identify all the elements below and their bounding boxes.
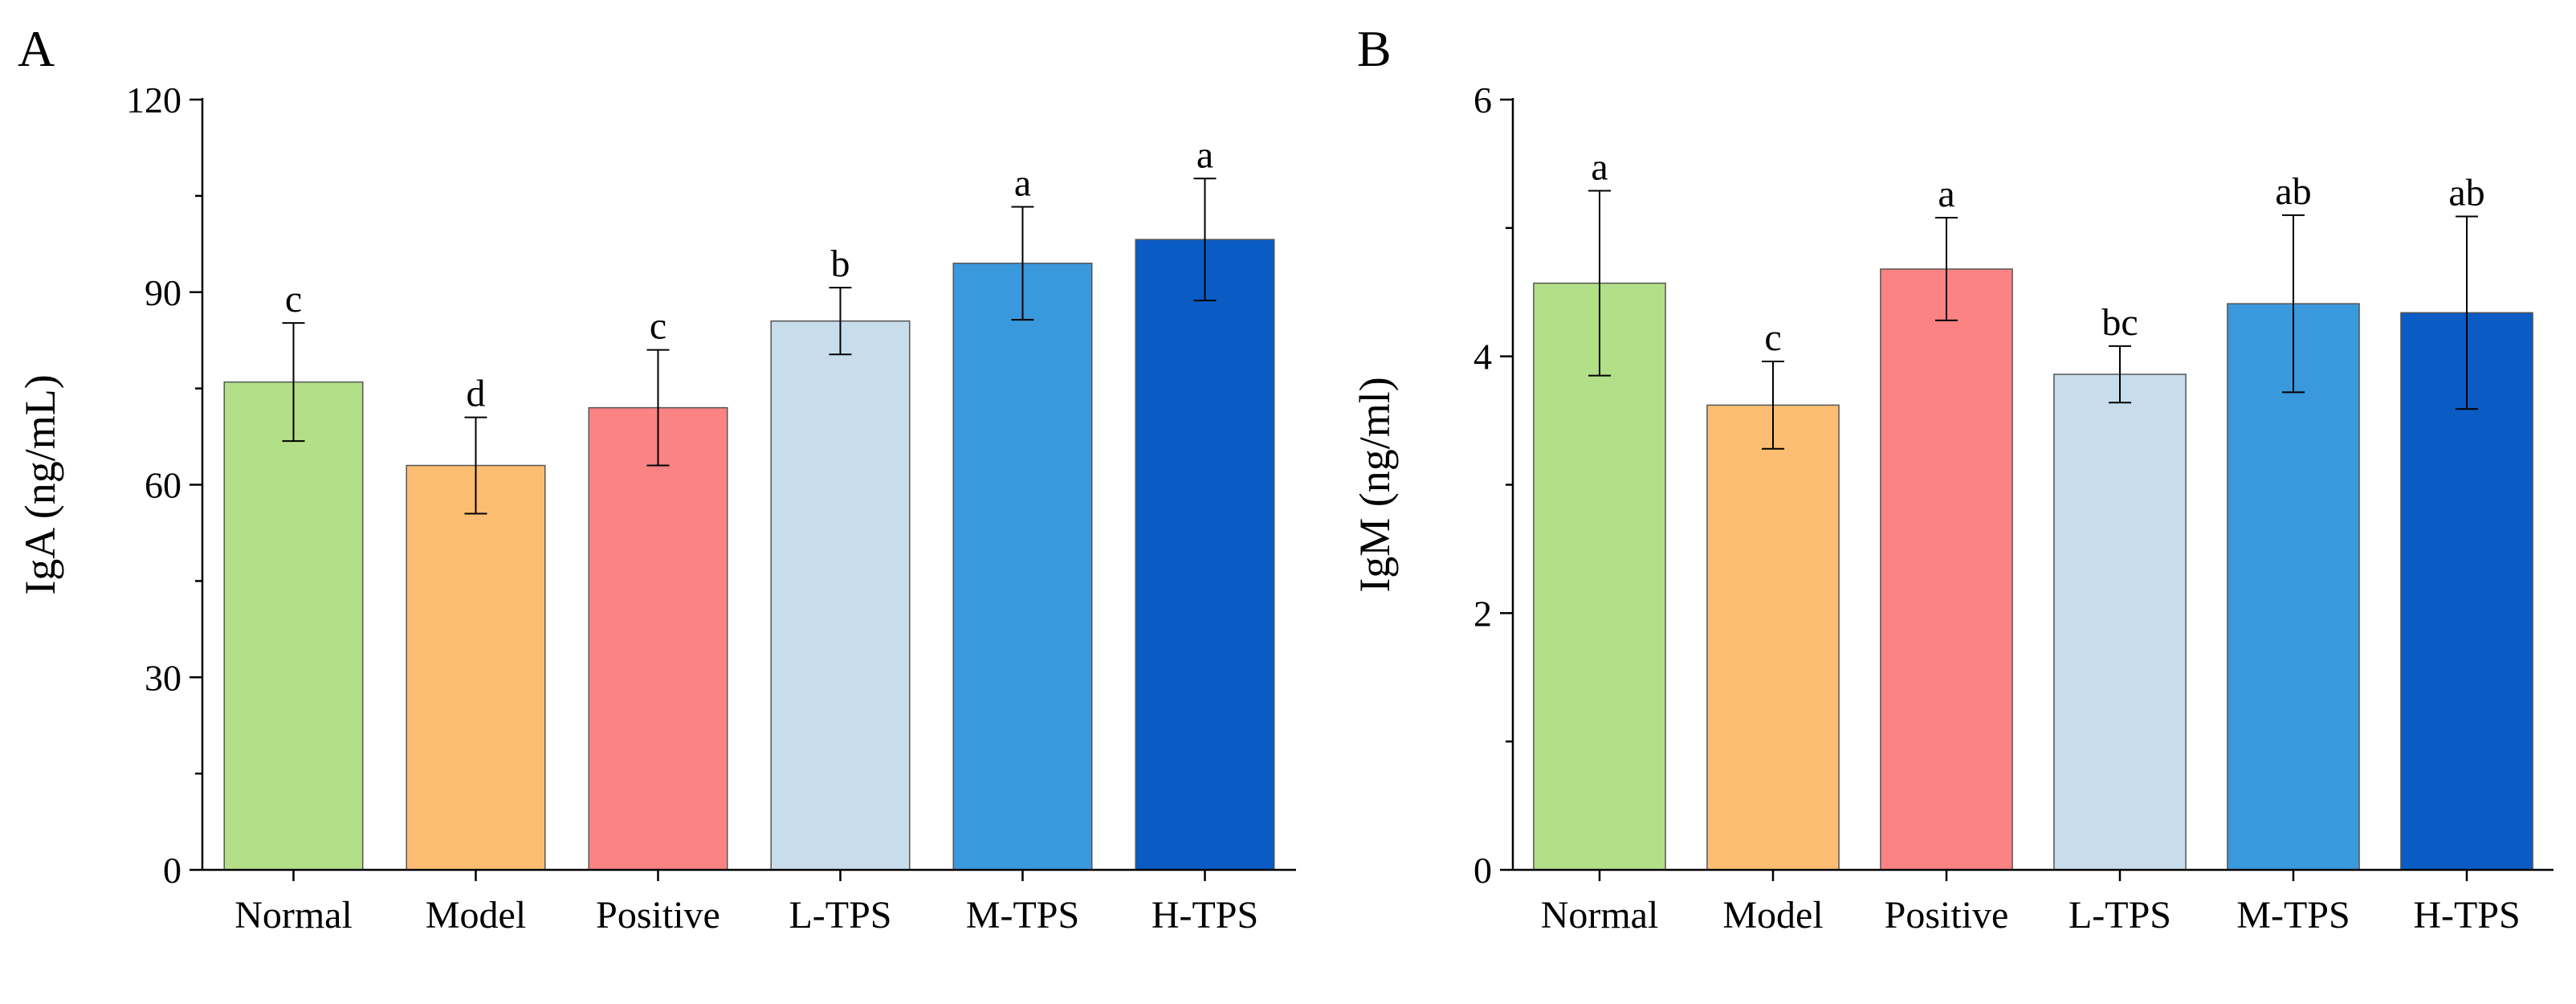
x-tick-label: Normal — [1541, 894, 1659, 937]
y-axis-title: IgM (ng/ml) — [1351, 377, 1399, 592]
x-tick-label: Model — [426, 894, 526, 937]
y-tick-label: 90 — [145, 272, 181, 313]
significance-label: b — [831, 243, 850, 285]
significance-label: c — [1764, 316, 1781, 359]
bar-normal — [223, 381, 364, 871]
bar-model — [406, 464, 546, 871]
significance-label: a — [1196, 133, 1213, 176]
bar-positive — [588, 406, 728, 871]
significance-label: a — [1938, 173, 1954, 215]
y-tick-label: 4 — [1473, 337, 1492, 378]
significance-label: c — [650, 305, 666, 348]
panel-b: B IgM (ng/ml) a Normal c Model a Positive bc L-TP… — [1351, 20, 2554, 937]
x-tick-label: Positive — [596, 894, 720, 937]
significance-label: bc — [2101, 301, 2138, 344]
y-tick-label: 6 — [1473, 80, 1492, 120]
bar-m-tps — [952, 263, 1093, 871]
y-tick-label: 120 — [126, 80, 181, 120]
x-tick-label: Model — [1722, 894, 1823, 937]
significance-label: ab — [2275, 170, 2311, 213]
bar-l-tps — [2053, 373, 2187, 871]
y-tick-label: 0 — [1473, 850, 1492, 891]
significance-label: a — [1591, 145, 1608, 188]
bar-model — [1706, 404, 1840, 871]
x-tick-label: M-TPS — [966, 894, 1079, 937]
significance-label: c — [285, 278, 302, 320]
significance-label: ab — [2448, 171, 2484, 214]
y-tick-label: 60 — [145, 465, 181, 506]
bar-positive — [1880, 268, 2013, 871]
y-tick-label: 2 — [1473, 593, 1492, 634]
x-tick-label: Positive — [1885, 894, 2009, 937]
significance-label: d — [467, 373, 486, 415]
x-tick-label: M-TPS — [2236, 894, 2350, 937]
panel-a: A IgA (ng/mL) c Normal d Model c Positive b L-TPS… — [16, 20, 1296, 937]
bar-l-tps — [770, 320, 911, 871]
y-tick-label: 0 — [163, 850, 181, 891]
x-tick-label: Normal — [234, 894, 353, 937]
y-tick-label: 30 — [145, 657, 181, 698]
bar-h-tps — [1135, 239, 1275, 871]
x-tick-label: L-TPS — [2069, 894, 2171, 937]
x-tick-label: H-TPS — [2413, 894, 2520, 937]
x-tick-label: L-TPS — [789, 894, 891, 937]
y-axis-title: IgA (ng/mL) — [16, 374, 64, 594]
bar-m-tps — [2227, 303, 2360, 871]
panel-label: A — [18, 20, 55, 77]
significance-label: a — [1014, 161, 1031, 204]
panel-label: B — [1357, 20, 1392, 77]
x-tick-label: H-TPS — [1151, 894, 1258, 937]
